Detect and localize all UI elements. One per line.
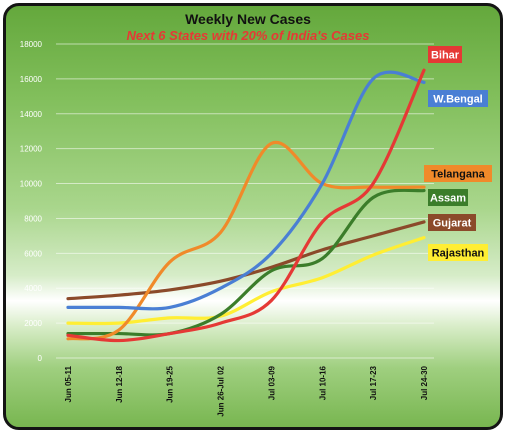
series-label-box-w-bengal bbox=[428, 90, 488, 107]
y-tick-label: 18000 bbox=[20, 40, 43, 49]
x-tick-label: Jul 24-30 bbox=[420, 365, 429, 400]
series-label-box-gujarat bbox=[428, 214, 476, 231]
x-tick-label: Jun 19-25 bbox=[166, 365, 175, 402]
series-label-text-bihar: Bihar bbox=[431, 50, 460, 62]
y-tick-label: 0 bbox=[38, 354, 43, 363]
chart-title: Weekly New Cases bbox=[185, 11, 311, 27]
x-tick-label: Jul 03-09 bbox=[267, 365, 276, 400]
x-tick-label: Jul 10-16 bbox=[318, 365, 327, 400]
series-label-box-bihar bbox=[428, 46, 462, 63]
series-label-telangana: Telangana bbox=[424, 165, 492, 182]
gridlines bbox=[56, 43, 434, 359]
series-labels: Bihar W.Bengal Telangana Assam Gujarat Rajast… bbox=[424, 46, 492, 261]
series-line-rajasthan bbox=[66, 236, 426, 326]
series-label-text-assam: Assam bbox=[430, 193, 466, 205]
series-line-bihar bbox=[66, 68, 426, 343]
series-label-text-rajasthan: Rajasthan bbox=[432, 248, 485, 260]
y-tick-label: 8000 bbox=[24, 214, 42, 223]
series-label-box-rajasthan bbox=[428, 244, 488, 261]
series-line-gujarat bbox=[66, 220, 426, 301]
series-label-box-assam bbox=[428, 189, 468, 206]
series-label-box-telangana bbox=[424, 165, 492, 182]
series-label-assam: Assam bbox=[428, 189, 468, 206]
y-axis: 0 2000 4000 6000 8000 10000 12000 14000 16000 180… bbox=[20, 40, 43, 363]
x-tick-label: Jun 12-18 bbox=[115, 365, 124, 402]
y-tick-label: 4000 bbox=[24, 284, 42, 293]
x-axis: Jun 05-11 Jun 12-18 Jun 19-25 Jun 26-Jul 02… bbox=[64, 365, 429, 416]
series-label-w-bengal: W.Bengal bbox=[428, 90, 488, 107]
series-line-assam bbox=[66, 188, 426, 337]
y-tick-label: 6000 bbox=[24, 249, 42, 258]
y-tick-label: 14000 bbox=[20, 110, 43, 119]
x-tick-label: Jun 26-Jul 02 bbox=[217, 365, 226, 416]
series-label-text-w-bengal: W.Bengal bbox=[433, 94, 483, 106]
series-lines bbox=[66, 68, 426, 343]
series-label-text-gujarat: Gujarat bbox=[433, 218, 472, 230]
series-label-text-telangana: Telangana bbox=[431, 169, 485, 181]
chart-subtitle: Next 6 States with 20% of India's Cases bbox=[127, 28, 370, 43]
series-line-telangana bbox=[66, 140, 426, 341]
x-tick-label: Jul 17-23 bbox=[369, 365, 378, 400]
series-label-bihar: Bihar bbox=[428, 46, 462, 63]
series-label-rajasthan: Rajasthan bbox=[428, 244, 488, 261]
series-label-gujarat: Gujarat bbox=[428, 214, 476, 231]
y-tick-label: 16000 bbox=[20, 75, 43, 84]
line-chart: 0 2000 4000 6000 8000 10000 12000 14000 16000 180… bbox=[20, 11, 492, 417]
y-tick-label: 2000 bbox=[24, 319, 42, 328]
y-tick-label: 10000 bbox=[20, 180, 43, 189]
x-tick-label: Jun 05-11 bbox=[64, 365, 73, 402]
series-line-w-bengal bbox=[66, 70, 426, 311]
chart-frame: 0 2000 4000 6000 8000 10000 12000 14000 16000 180… bbox=[3, 3, 503, 430]
y-tick-label: 12000 bbox=[20, 145, 43, 154]
